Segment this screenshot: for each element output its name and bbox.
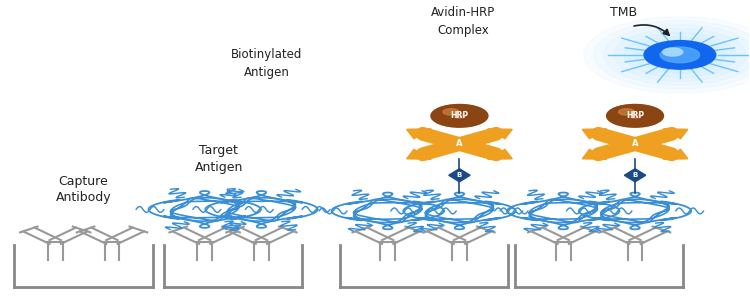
Text: Target: Target [200,143,238,157]
Polygon shape [663,149,688,159]
Text: B: B [457,172,462,178]
Text: Antigen: Antigen [244,66,290,79]
Polygon shape [448,169,470,182]
Circle shape [607,104,664,127]
Circle shape [614,28,746,81]
Text: B: B [632,172,638,178]
Circle shape [618,109,652,123]
Circle shape [624,33,736,77]
Polygon shape [663,129,688,139]
Text: Avidin-HRP: Avidin-HRP [431,6,495,19]
Circle shape [594,21,750,89]
Circle shape [448,111,471,120]
Circle shape [619,109,634,115]
Circle shape [663,48,682,56]
Circle shape [431,104,488,127]
Text: Complex: Complex [437,24,489,37]
Text: Capture: Capture [58,175,109,188]
Circle shape [644,40,716,69]
Polygon shape [406,129,431,139]
Polygon shape [582,129,607,139]
Text: Antibody: Antibody [56,191,112,204]
Circle shape [624,111,646,120]
Text: HRP: HRP [450,111,469,120]
Circle shape [436,107,482,125]
Circle shape [607,104,664,127]
Circle shape [454,114,465,118]
Text: HRP: HRP [626,111,644,120]
Text: Biotinylated: Biotinylated [231,48,302,62]
Circle shape [431,104,488,127]
Circle shape [612,107,658,125]
Text: Antigen: Antigen [195,161,243,174]
Text: A: A [632,139,638,148]
Text: A: A [456,139,463,148]
Polygon shape [488,129,512,139]
Circle shape [584,17,750,93]
Polygon shape [624,169,646,182]
Circle shape [634,37,726,73]
Circle shape [443,109,459,115]
Circle shape [660,47,700,63]
Circle shape [604,25,750,85]
Polygon shape [488,149,512,159]
Circle shape [629,114,640,118]
Polygon shape [582,149,607,159]
Polygon shape [406,149,431,159]
Circle shape [442,109,476,123]
Text: TMB: TMB [610,6,638,19]
